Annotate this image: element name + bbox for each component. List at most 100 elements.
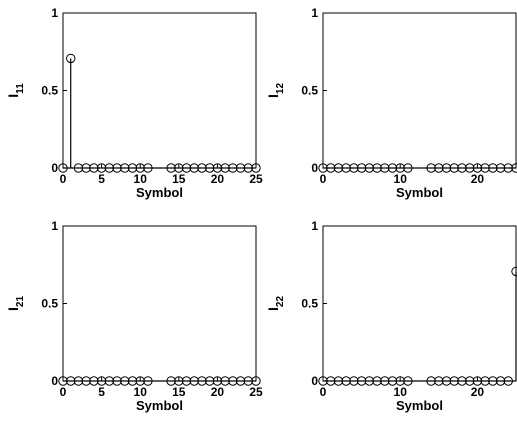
x-tick-label: 10 bbox=[134, 385, 148, 399]
stem-marker bbox=[166, 376, 176, 386]
stem-marker bbox=[356, 376, 367, 386]
axes-frame bbox=[62, 12, 257, 169]
x-tick-label: 10 bbox=[134, 172, 148, 186]
stem-marker bbox=[387, 376, 398, 386]
y-tick-label: 0.5 bbox=[41, 297, 58, 311]
stem-marker bbox=[235, 376, 246, 386]
stem-marker bbox=[387, 163, 398, 173]
stem-marker bbox=[326, 376, 336, 386]
stem-marker bbox=[143, 376, 153, 386]
stem-marker bbox=[434, 163, 444, 173]
x-tick-label: 25 bbox=[249, 172, 263, 186]
stem-marker bbox=[511, 163, 517, 173]
stem-marker bbox=[112, 163, 122, 173]
stem-marker bbox=[120, 163, 130, 173]
x-tick-label: 20 bbox=[211, 385, 225, 399]
stem-marker bbox=[174, 376, 184, 386]
stem-marker bbox=[89, 376, 99, 386]
y-tick-label: 0 bbox=[51, 374, 58, 388]
stem-marker bbox=[488, 376, 498, 386]
x-tick-label: 0 bbox=[60, 385, 67, 399]
stem-marker bbox=[204, 163, 215, 173]
stem-marker bbox=[457, 163, 467, 173]
stem-marker bbox=[457, 376, 467, 386]
x-tick-label: 20 bbox=[471, 172, 485, 186]
stem-marker bbox=[349, 163, 359, 173]
stem-marker bbox=[197, 163, 207, 173]
y-axis-label: I11 bbox=[5, 83, 26, 98]
y-axis-label-main: I bbox=[265, 94, 281, 98]
y-tick-label: 1 bbox=[51, 6, 58, 20]
y-axis-label: I21 bbox=[5, 296, 26, 311]
y-axis-label: I12 bbox=[265, 83, 286, 98]
stem-marker bbox=[318, 376, 328, 386]
stem-marker bbox=[372, 163, 382, 173]
stem-marker bbox=[495, 376, 506, 386]
stem-marker bbox=[143, 163, 153, 173]
x-tick-label: 20 bbox=[471, 385, 485, 399]
y-tick-label: 1 bbox=[51, 219, 58, 233]
stem-marker bbox=[220, 376, 230, 386]
stem-marker bbox=[212, 163, 223, 173]
stem-marker bbox=[220, 163, 230, 173]
stem-marker bbox=[228, 163, 238, 173]
stem-marker bbox=[441, 163, 452, 173]
stem-marker bbox=[189, 163, 199, 173]
stem-marker bbox=[364, 376, 375, 386]
stem-marker bbox=[212, 376, 223, 386]
stem-marker bbox=[333, 376, 344, 386]
stem-marker bbox=[449, 163, 459, 173]
x-tick-label: 5 bbox=[98, 172, 105, 186]
stem-marker bbox=[235, 163, 246, 173]
x-tick-label: 15 bbox=[172, 172, 186, 186]
stem-marker bbox=[341, 163, 351, 173]
x-tick-label: 5 bbox=[98, 385, 105, 399]
stem-marker bbox=[449, 376, 459, 386]
y-tick-label: 0.5 bbox=[301, 84, 318, 98]
x-axis-label: Symbol bbox=[396, 398, 443, 413]
stem-marker bbox=[472, 163, 483, 173]
stem-marker bbox=[403, 163, 413, 173]
stem-marker bbox=[380, 163, 390, 173]
x-axis-label: Symbol bbox=[136, 398, 183, 413]
stem-marker bbox=[96, 163, 107, 173]
stem-marker bbox=[181, 163, 192, 173]
stem-marker bbox=[464, 376, 475, 386]
y-tick-label: 1 bbox=[311, 219, 318, 233]
stem-marker bbox=[503, 163, 513, 173]
stem-marker bbox=[326, 163, 336, 173]
stem-marker bbox=[166, 163, 176, 173]
y-tick-label: 0 bbox=[311, 161, 318, 175]
x-tick-label: 10 bbox=[394, 172, 408, 186]
x-tick-label: 20 bbox=[211, 172, 225, 186]
stem-marker bbox=[104, 163, 115, 173]
stem-marker bbox=[89, 163, 99, 173]
stem-marker bbox=[204, 376, 215, 386]
y-tick-label: 0 bbox=[311, 374, 318, 388]
stem-marker bbox=[503, 376, 513, 386]
stem-marker bbox=[127, 163, 138, 173]
y-tick-label: 0.5 bbox=[41, 84, 58, 98]
axes-frame bbox=[322, 12, 517, 169]
y-tick-label: 0.5 bbox=[301, 297, 318, 311]
stem-marker bbox=[372, 376, 382, 386]
x-tick-label: 0 bbox=[320, 385, 327, 399]
stem-marker bbox=[380, 376, 390, 386]
stem-marker bbox=[66, 376, 76, 386]
stem-marker bbox=[395, 163, 405, 173]
stem-marker bbox=[197, 376, 207, 386]
stem-marker bbox=[189, 376, 199, 386]
stem-marker bbox=[81, 376, 91, 386]
stem-marker bbox=[426, 376, 436, 386]
stem-marker bbox=[495, 163, 506, 173]
stem-marker bbox=[403, 376, 413, 386]
x-tick-label: 0 bbox=[320, 172, 327, 186]
stem-marker bbox=[480, 376, 490, 386]
axes-frame bbox=[62, 225, 257, 382]
stem-marker bbox=[511, 266, 517, 277]
stem-marker bbox=[395, 376, 405, 386]
stem-marker bbox=[135, 376, 145, 386]
